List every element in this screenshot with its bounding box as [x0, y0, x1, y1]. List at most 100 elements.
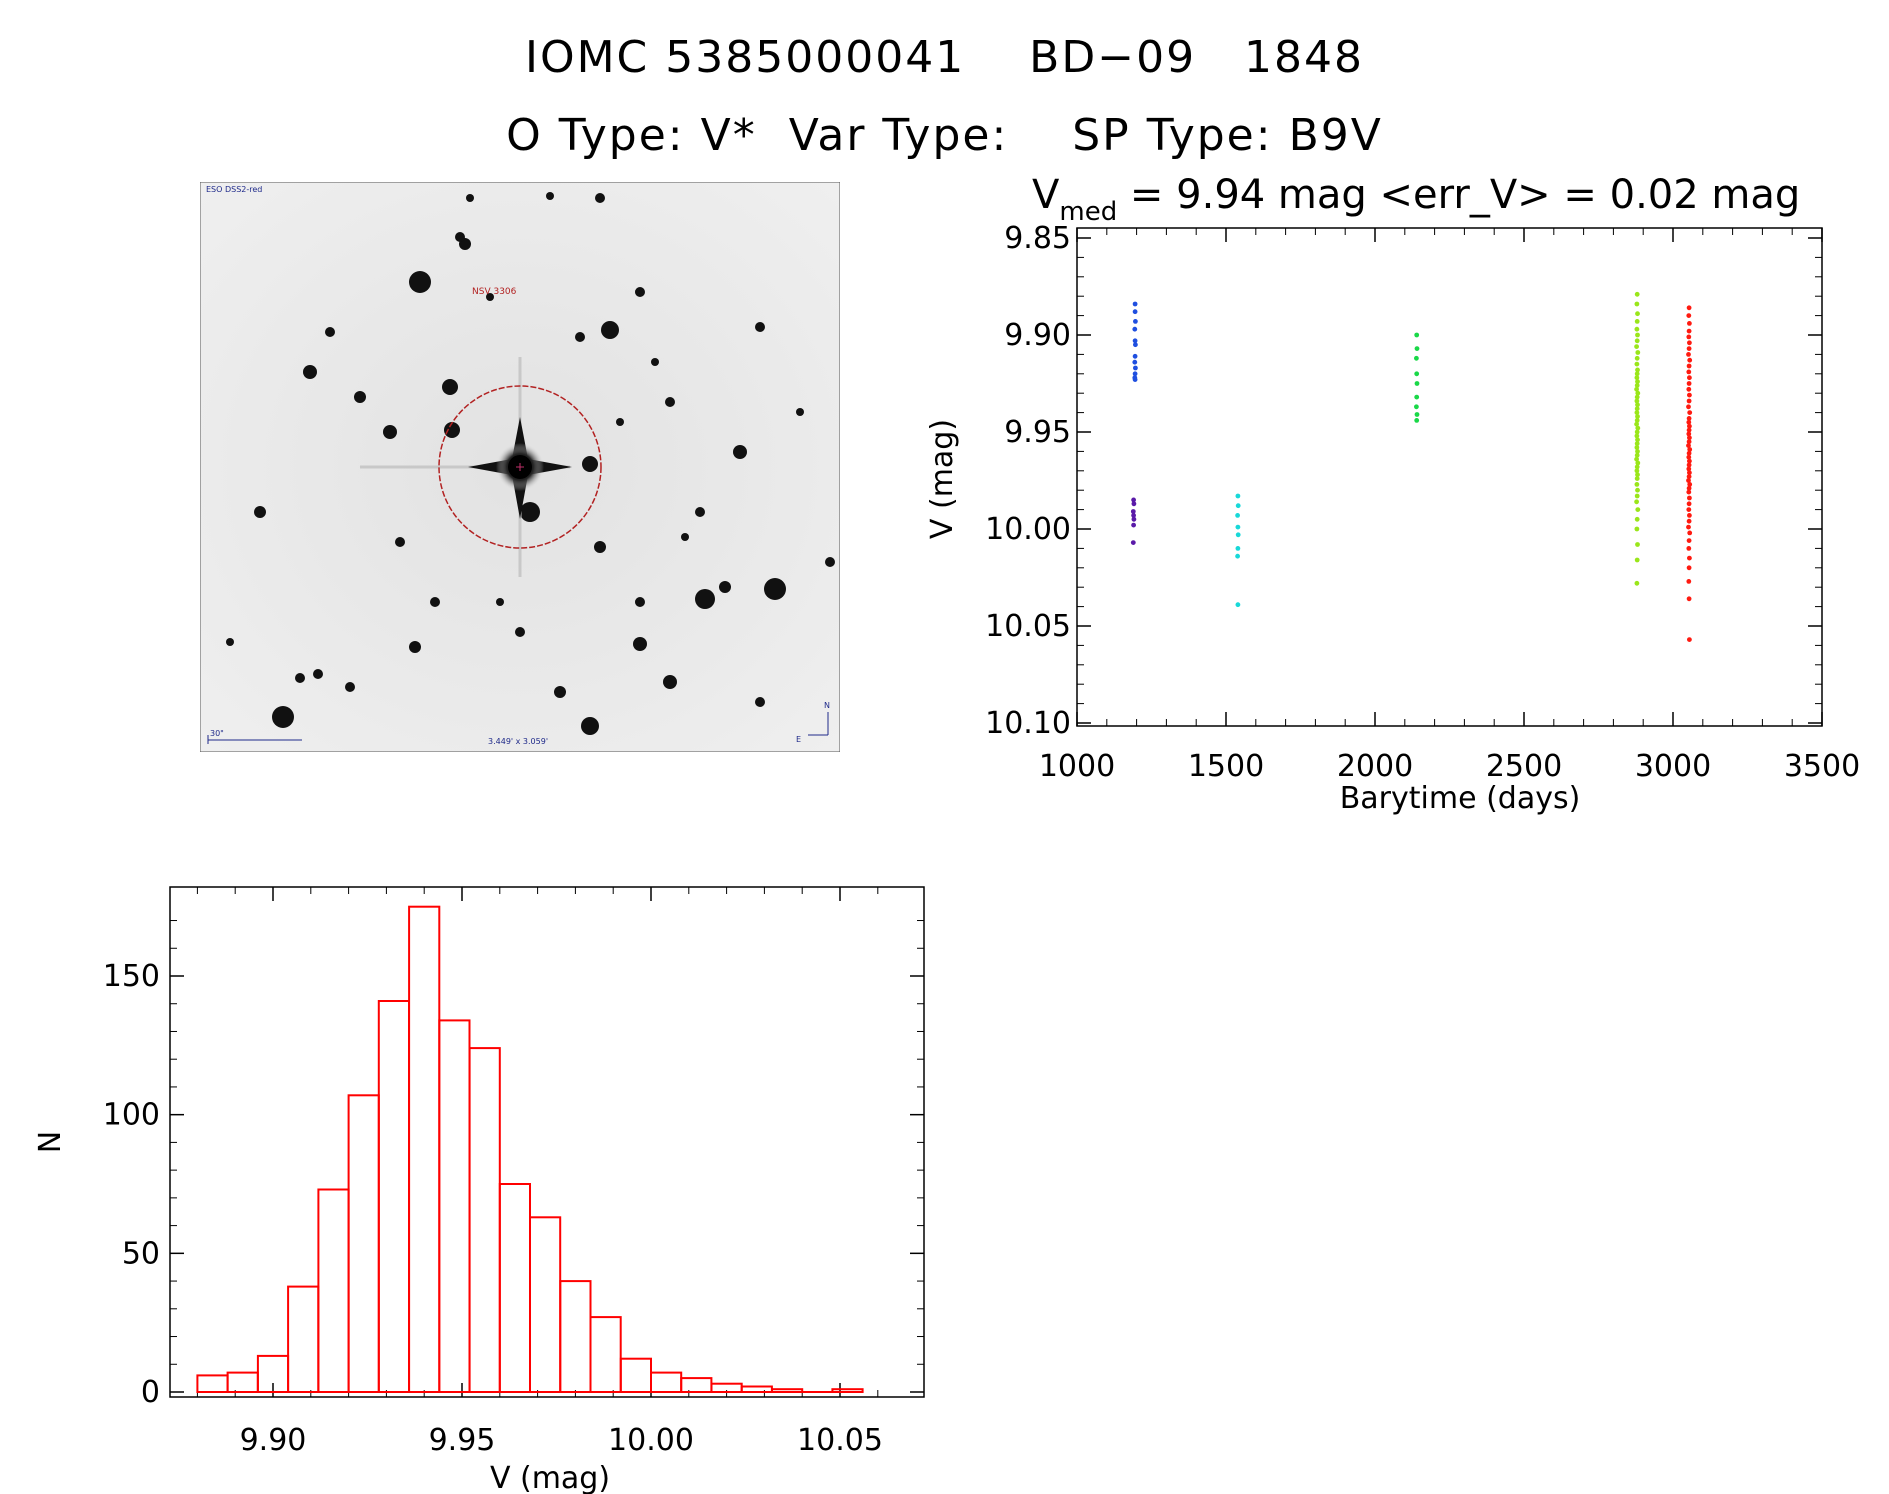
field-star [651, 358, 659, 366]
data-point [1235, 524, 1241, 530]
data-point [1635, 332, 1640, 338]
field-star [383, 425, 397, 439]
data-point [1132, 377, 1138, 382]
data-point [1687, 423, 1692, 429]
histogram-bar [680, 1377, 713, 1393]
east-label: E [796, 735, 801, 744]
finder-chart-image: NSV 3306 ESO DSS2-red 30" 3.449' x 3.059… [200, 182, 840, 752]
data-point [1687, 458, 1692, 464]
data-point [1634, 516, 1640, 522]
data-point [1686, 489, 1692, 495]
field-star [272, 706, 294, 728]
data-point [1687, 340, 1692, 346]
data-point [1686, 416, 1692, 421]
north-label: N [824, 701, 830, 710]
field-star [681, 533, 689, 541]
field-star [395, 537, 405, 547]
data-point [1686, 431, 1692, 437]
data-point [1235, 493, 1241, 499]
light-curve-points [1130, 291, 1693, 642]
field-star [325, 327, 335, 337]
data-point [1635, 350, 1641, 355]
y-tick-label: 50 [122, 1236, 160, 1271]
field-star [575, 332, 585, 342]
data-point [1634, 319, 1640, 324]
data-point [1687, 513, 1692, 518]
data-point [1634, 418, 1640, 423]
data-point [1635, 402, 1640, 408]
data-point [1634, 464, 1640, 470]
data-point [1686, 381, 1692, 386]
data-point [1635, 542, 1640, 547]
field-star [430, 597, 440, 607]
light-curve-title-v: V [1032, 172, 1060, 218]
data-point [1686, 485, 1692, 491]
data-point [1635, 472, 1640, 478]
field-star [616, 418, 624, 426]
data-point [1634, 361, 1640, 367]
field-star [486, 293, 494, 301]
field-star [764, 578, 786, 600]
histogram-bar [468, 1047, 501, 1393]
data-point [1634, 406, 1640, 412]
data-point [1132, 359, 1138, 365]
title-identifiers: IOMC 5385000041 BD−09 1848 [524, 32, 1365, 83]
field-star [444, 422, 460, 438]
field-star [496, 598, 504, 606]
y-tick-label: 0 [141, 1375, 160, 1410]
data-point [1634, 344, 1639, 349]
data-point [1686, 346, 1692, 351]
data-point [1414, 371, 1420, 377]
data-point [1686, 328, 1692, 334]
data-point [1686, 334, 1692, 340]
x-tick-label: 1000 [1039, 749, 1115, 784]
field-star [695, 507, 705, 517]
y-tick-label: 9.95 [1004, 415, 1071, 450]
light-curve-chart: Vmed = 9.94 mag <err_V> = 0.02 mag 1000 1… [925, 172, 1860, 816]
data-point [1634, 482, 1640, 487]
compass: N E [796, 701, 830, 744]
histogram-bar [408, 905, 441, 1393]
data-point [1235, 532, 1241, 538]
data-point [1414, 394, 1420, 400]
field-star [665, 397, 675, 407]
field-star [635, 287, 645, 297]
data-point [1414, 381, 1420, 386]
data-point [1687, 447, 1693, 452]
data-point [1687, 321, 1692, 326]
histogram-bar [226, 1371, 259, 1393]
x-tick-label: 3000 [1635, 749, 1711, 784]
x-tick-label: 10.05 [797, 1423, 883, 1458]
data-point [1635, 487, 1640, 493]
data-point [1687, 357, 1693, 363]
data-point [1634, 468, 1640, 474]
data-point [1131, 513, 1136, 518]
data-point [1634, 394, 1640, 400]
data-point [1687, 410, 1693, 415]
scale-bar: 30" [207, 729, 302, 744]
data-point [1686, 427, 1692, 433]
data-point [1414, 355, 1419, 361]
data-point [1414, 404, 1419, 410]
data-point [1132, 353, 1138, 359]
data-point [1686, 419, 1692, 425]
histogram-chart: 9.90 9.95 10.00 10.05 0 50 100 150 V (mag) N [33, 886, 925, 1494]
data-point [1686, 439, 1692, 445]
field-star [595, 193, 605, 203]
data-point [1687, 555, 1692, 561]
field-star [345, 682, 355, 692]
data-point [1414, 346, 1420, 351]
data-point [1132, 338, 1138, 344]
scale-label: 30" [210, 729, 224, 738]
data-point [1686, 352, 1691, 357]
data-point [1133, 319, 1138, 324]
data-point [1235, 503, 1241, 509]
data-point [1635, 367, 1640, 373]
histogram-bar [317, 1188, 350, 1393]
data-point [1687, 495, 1692, 501]
data-point [1686, 443, 1691, 448]
data-point [1414, 412, 1420, 417]
histogram-bar [619, 1357, 652, 1393]
field-star [755, 697, 765, 707]
